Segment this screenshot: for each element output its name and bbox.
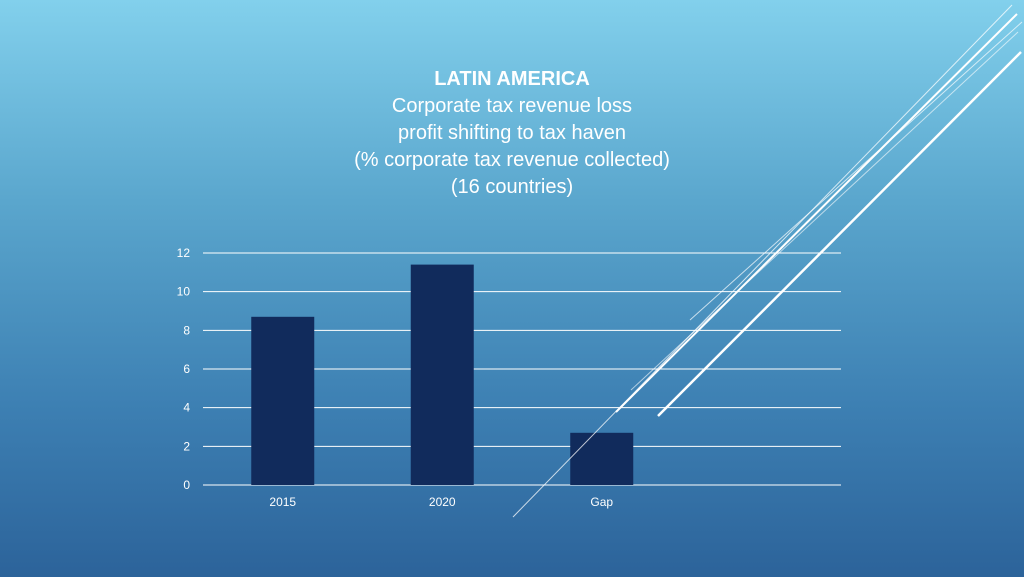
bar-gap: [570, 432, 634, 485]
y-tick-label: 10: [177, 285, 191, 299]
y-tick-label: 8: [183, 323, 190, 337]
title-line-2: Corporate tax revenue loss: [391, 95, 633, 117]
title-line-5: (16 countries): [450, 176, 574, 198]
y-tick-label: 2: [183, 439, 190, 453]
title-line-4: (% corporate tax revenue collected): [354, 149, 670, 171]
deco-line: [512, 4, 1013, 518]
deco-line: [615, 13, 1018, 413]
deco-line: [657, 51, 1022, 417]
x-tick-label: Gap: [590, 495, 613, 509]
y-tick-label: 6: [183, 362, 190, 376]
x-tick-label: 2020: [429, 495, 456, 509]
chart-title: LATIN AMERICA Corporate tax revenue loss…: [212, 66, 812, 201]
title-line-3: profit shifting to tax haven: [398, 122, 626, 144]
bar-2015: [251, 316, 315, 485]
y-tick-label: 0: [183, 478, 190, 492]
deco-line: [689, 21, 1023, 321]
title-heading: LATIN AMERICA: [434, 68, 590, 90]
deco-line: [630, 31, 1019, 391]
y-tick-label: 4: [183, 401, 190, 415]
y-tick-label: 12: [177, 246, 191, 260]
x-tick-label: 2015: [269, 495, 296, 509]
bar-2020: [410, 264, 474, 485]
